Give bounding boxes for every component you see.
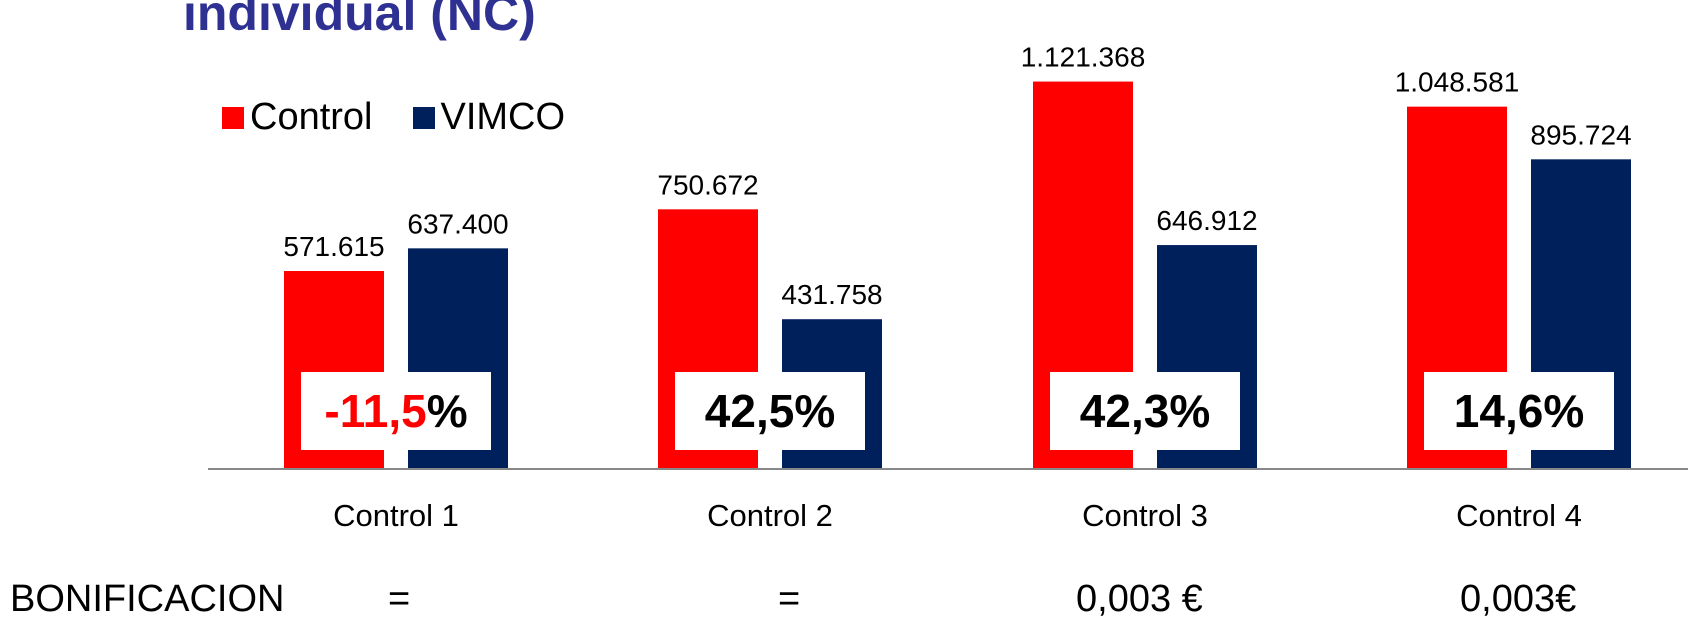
chart-legend: Control VIMCO [222, 96, 605, 139]
legend-item-vimco: VIMCO [412, 96, 566, 139]
pct-box-1 [301, 372, 491, 450]
bonificacion-value-control-1: = [388, 578, 411, 620]
x-tick-label-2: Control 2 [707, 498, 833, 533]
chart-title: individual (NC) [183, 0, 536, 41]
legend-item-control: Control [222, 96, 373, 139]
legend-swatch-control [222, 106, 244, 129]
data-label-control-1: 571.615 [283, 231, 384, 262]
legend-swatch-vimco [412, 106, 435, 129]
bonificacion-row: BONIFICACION = = 0,003 € 0,003€ [0, 578, 1688, 627]
bonificacion-value-control-4: 0,003€ [1460, 578, 1577, 620]
data-label-control-3: 1.121.368 [1021, 42, 1146, 73]
bonificacion-value-control-2: = [778, 578, 801, 620]
legend-label-control: Control [250, 96, 373, 138]
pct-label-1: -11,5% [324, 385, 467, 437]
data-label-vimco-2: 431.758 [781, 279, 882, 310]
data-label-vimco-1: 637.400 [407, 208, 508, 239]
data-label-vimco-3: 646.912 [1156, 205, 1257, 236]
data-label-control-2: 750.672 [657, 169, 758, 200]
pct-box-3 [1050, 372, 1240, 450]
x-tick-label-4: Control 4 [1456, 498, 1582, 533]
pct-box-4 [1424, 372, 1614, 450]
pct-label-3: 42,3% [1080, 385, 1210, 437]
bonificacion-value-control-3: 0,003 € [1076, 578, 1203, 620]
legend-label-vimco: VIMCO [440, 96, 566, 138]
data-label-vimco-4: 895.724 [1530, 119, 1631, 150]
bonificacion-label: BONIFICACION [10, 578, 285, 620]
pct-label-4: 14,6% [1454, 385, 1584, 437]
pct-label-2: 42,5% [705, 385, 835, 437]
data-label-control-4: 1.048.581 [1395, 67, 1520, 98]
pct-box-2 [675, 372, 865, 450]
x-tick-label-1: Control 1 [333, 498, 459, 533]
x-tick-label-3: Control 3 [1082, 498, 1208, 533]
